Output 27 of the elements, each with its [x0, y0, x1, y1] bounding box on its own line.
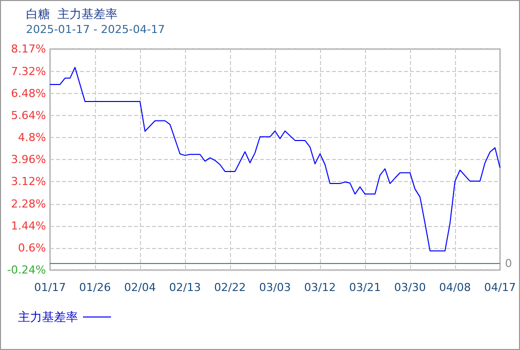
x-tick-label: 04/08	[439, 281, 471, 294]
y-tick-label: 4.8%	[18, 131, 46, 144]
x-tick-label: 02/13	[169, 281, 201, 294]
x-tick-label: 01/17	[34, 281, 66, 294]
ref-line-label: 0	[505, 257, 512, 270]
y-tick-label: 2.28%	[11, 197, 46, 210]
chart-title: 白糖 主力基差率	[26, 7, 118, 21]
x-tick-label: 01/26	[79, 281, 111, 294]
x-tick-label: 02/22	[214, 281, 246, 294]
x-tick-label: 03/12	[304, 281, 336, 294]
y-tick-label: 7.32%	[11, 64, 46, 78]
y-tick-label: 1.44%	[11, 219, 46, 232]
y-tick-label: 6.48%	[11, 86, 46, 100]
x-tick-label: 03/21	[349, 281, 381, 294]
x-tick-label: 02/04	[124, 281, 156, 294]
y-tick-label: 3.96%	[11, 153, 46, 166]
y-tick-label: 5.64%	[11, 108, 46, 122]
y-tick-label: 3.12%	[11, 175, 46, 188]
line-series	[50, 66, 500, 252]
legend-label: 主力基差率	[18, 310, 78, 324]
x-tick-label: 03/03	[259, 281, 291, 294]
y-tick-label: 0.6%	[18, 241, 46, 254]
chart-subtitle: 2025-01-17 - 2025-04-17	[26, 23, 165, 36]
x-tick-label: 04/17	[484, 281, 516, 294]
y-tick-label: 8.17%	[11, 42, 46, 56]
x-tick-label: 03/30	[394, 281, 426, 294]
y-tick-label: -0.24%	[7, 264, 46, 276]
